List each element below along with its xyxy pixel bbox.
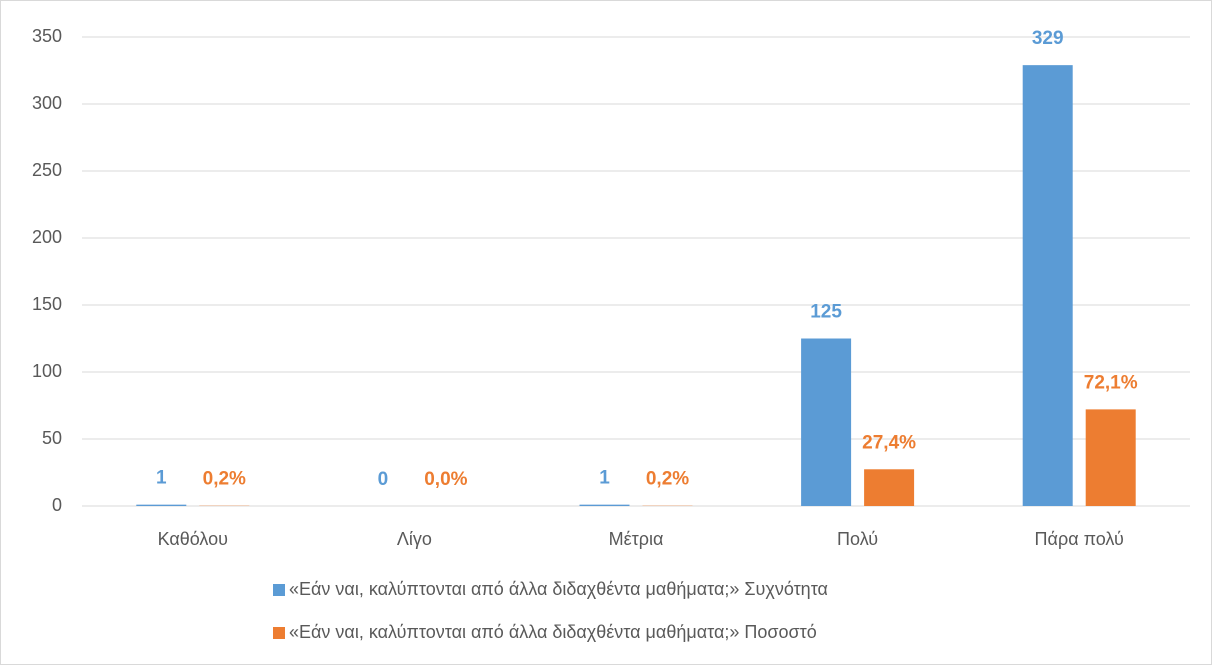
value-label: 0 — [378, 469, 389, 490]
y-tick-label: 300 — [32, 93, 62, 113]
y-tick-label: 100 — [32, 361, 62, 381]
value-label: 0,2% — [646, 469, 689, 490]
value-label: 1 — [156, 468, 167, 489]
legend-swatch — [273, 584, 285, 596]
y-tick-label: 250 — [32, 160, 62, 180]
bar — [1085, 409, 1136, 506]
x-tick-label: Καθόλου — [158, 529, 228, 549]
y-tick-label: 350 — [32, 26, 62, 46]
bar — [136, 504, 187, 506]
value-label: 0,2% — [203, 469, 246, 490]
legend-swatch — [273, 627, 285, 639]
value-label: 1 — [599, 468, 610, 489]
bar — [1022, 65, 1073, 506]
y-tick-label: 50 — [42, 428, 62, 448]
y-tick-label: 0 — [52, 495, 62, 515]
value-label: 329 — [1032, 28, 1064, 49]
bar — [579, 504, 630, 506]
y-tick-label: 150 — [32, 294, 62, 314]
value-label: 0,0% — [424, 469, 467, 490]
x-tick-label: Μέτρια — [609, 529, 664, 549]
bar — [801, 338, 852, 506]
value-label: 27,4% — [862, 432, 916, 453]
bar — [864, 469, 915, 506]
value-label: 125 — [810, 302, 842, 323]
legend-label: «Εάν ναι, καλύπτονται από άλλα διδαχθέντ… — [289, 579, 828, 599]
x-tick-label: Πολύ — [837, 529, 878, 549]
value-label: 72,1% — [1084, 372, 1138, 393]
x-tick-label: Πάρα πολύ — [1035, 529, 1124, 549]
legend-label: «Εάν ναι, καλύπτονται από άλλα διδαχθέντ… — [289, 622, 817, 642]
y-tick-label: 200 — [32, 227, 62, 247]
x-tick-label: Λίγο — [397, 529, 432, 549]
